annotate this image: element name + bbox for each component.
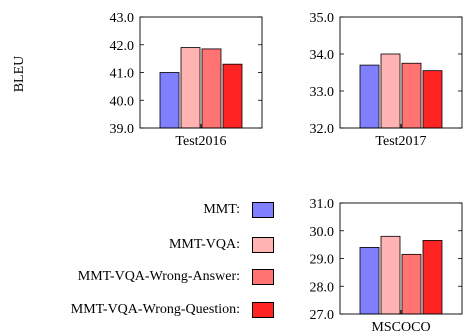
- legend-entry-mmt: MMT:: [203, 202, 274, 218]
- legend-entry-mmt-vqa-wrong-question: MMT-VQA-Wrong-Question:: [71, 302, 274, 318]
- legend-label: MMT:: [203, 202, 240, 217]
- bar-mmt-vqa-wrong-answer: [401, 62, 422, 129]
- y-tick-label: 27.0: [310, 308, 335, 323]
- bar-mmt-vqa-wrong-answer: [201, 48, 222, 129]
- y-tick-label: 42.0: [110, 39, 135, 54]
- legend-label: MMT-VQA-Wrong-Question:: [70, 302, 240, 317]
- y-tick-label: 33.0: [310, 85, 335, 100]
- legend-swatch: [252, 302, 274, 318]
- bar-mmt: [359, 246, 380, 315]
- legend-entry-mmt-vqa: MMT-VQA:: [169, 237, 274, 253]
- plot-frame: [339, 202, 463, 315]
- plot-frame: [139, 16, 263, 129]
- legend-label: MMT-VQA-Wrong-Answer:: [77, 269, 240, 284]
- y-tick-label: 29.0: [310, 253, 335, 268]
- x-category-label: Test2016: [175, 134, 226, 149]
- legend-swatch: [252, 269, 274, 285]
- bar-mmt: [359, 64, 380, 129]
- x-category-label: MSCOCO: [371, 320, 430, 334]
- y-tick-label: 41.0: [110, 67, 135, 82]
- bar-mmt-vqa-wrong-answer: [401, 253, 422, 315]
- y-tick-label: 39.0: [110, 122, 135, 137]
- y-tick-label: 34.0: [310, 48, 335, 63]
- legend-label: MMT-VQA:: [168, 237, 240, 252]
- y-tick-label: 43.0: [110, 11, 135, 26]
- legend-swatch: [252, 202, 274, 218]
- y-tick-label: 40.0: [110, 94, 135, 109]
- bar-mmt-vqa-wrong-question: [422, 70, 443, 129]
- bar-mmt-vqa-wrong-question: [222, 63, 243, 129]
- bar-mmt-vqa: [180, 47, 201, 129]
- bar-mmt: [159, 72, 180, 129]
- bar-mmt-vqa: [380, 53, 401, 129]
- y-axis-label: BLEU: [12, 55, 27, 93]
- bar-mmt-vqa-wrong-question: [422, 240, 443, 315]
- x-category-label: Test2017: [375, 134, 426, 149]
- y-tick-label: 28.0: [310, 280, 335, 295]
- legend-entry-mmt-vqa-wrong-answer: MMT-VQA-Wrong-Answer:: [78, 269, 274, 285]
- bar-mmt-vqa: [380, 235, 401, 315]
- y-tick-label: 31.0: [310, 197, 335, 212]
- legend-swatch: [252, 237, 274, 253]
- y-tick-label: 32.0: [310, 122, 335, 137]
- y-tick-label: 30.0: [310, 225, 335, 240]
- y-tick-label: 35.0: [310, 11, 335, 26]
- plot-frame: [339, 16, 463, 129]
